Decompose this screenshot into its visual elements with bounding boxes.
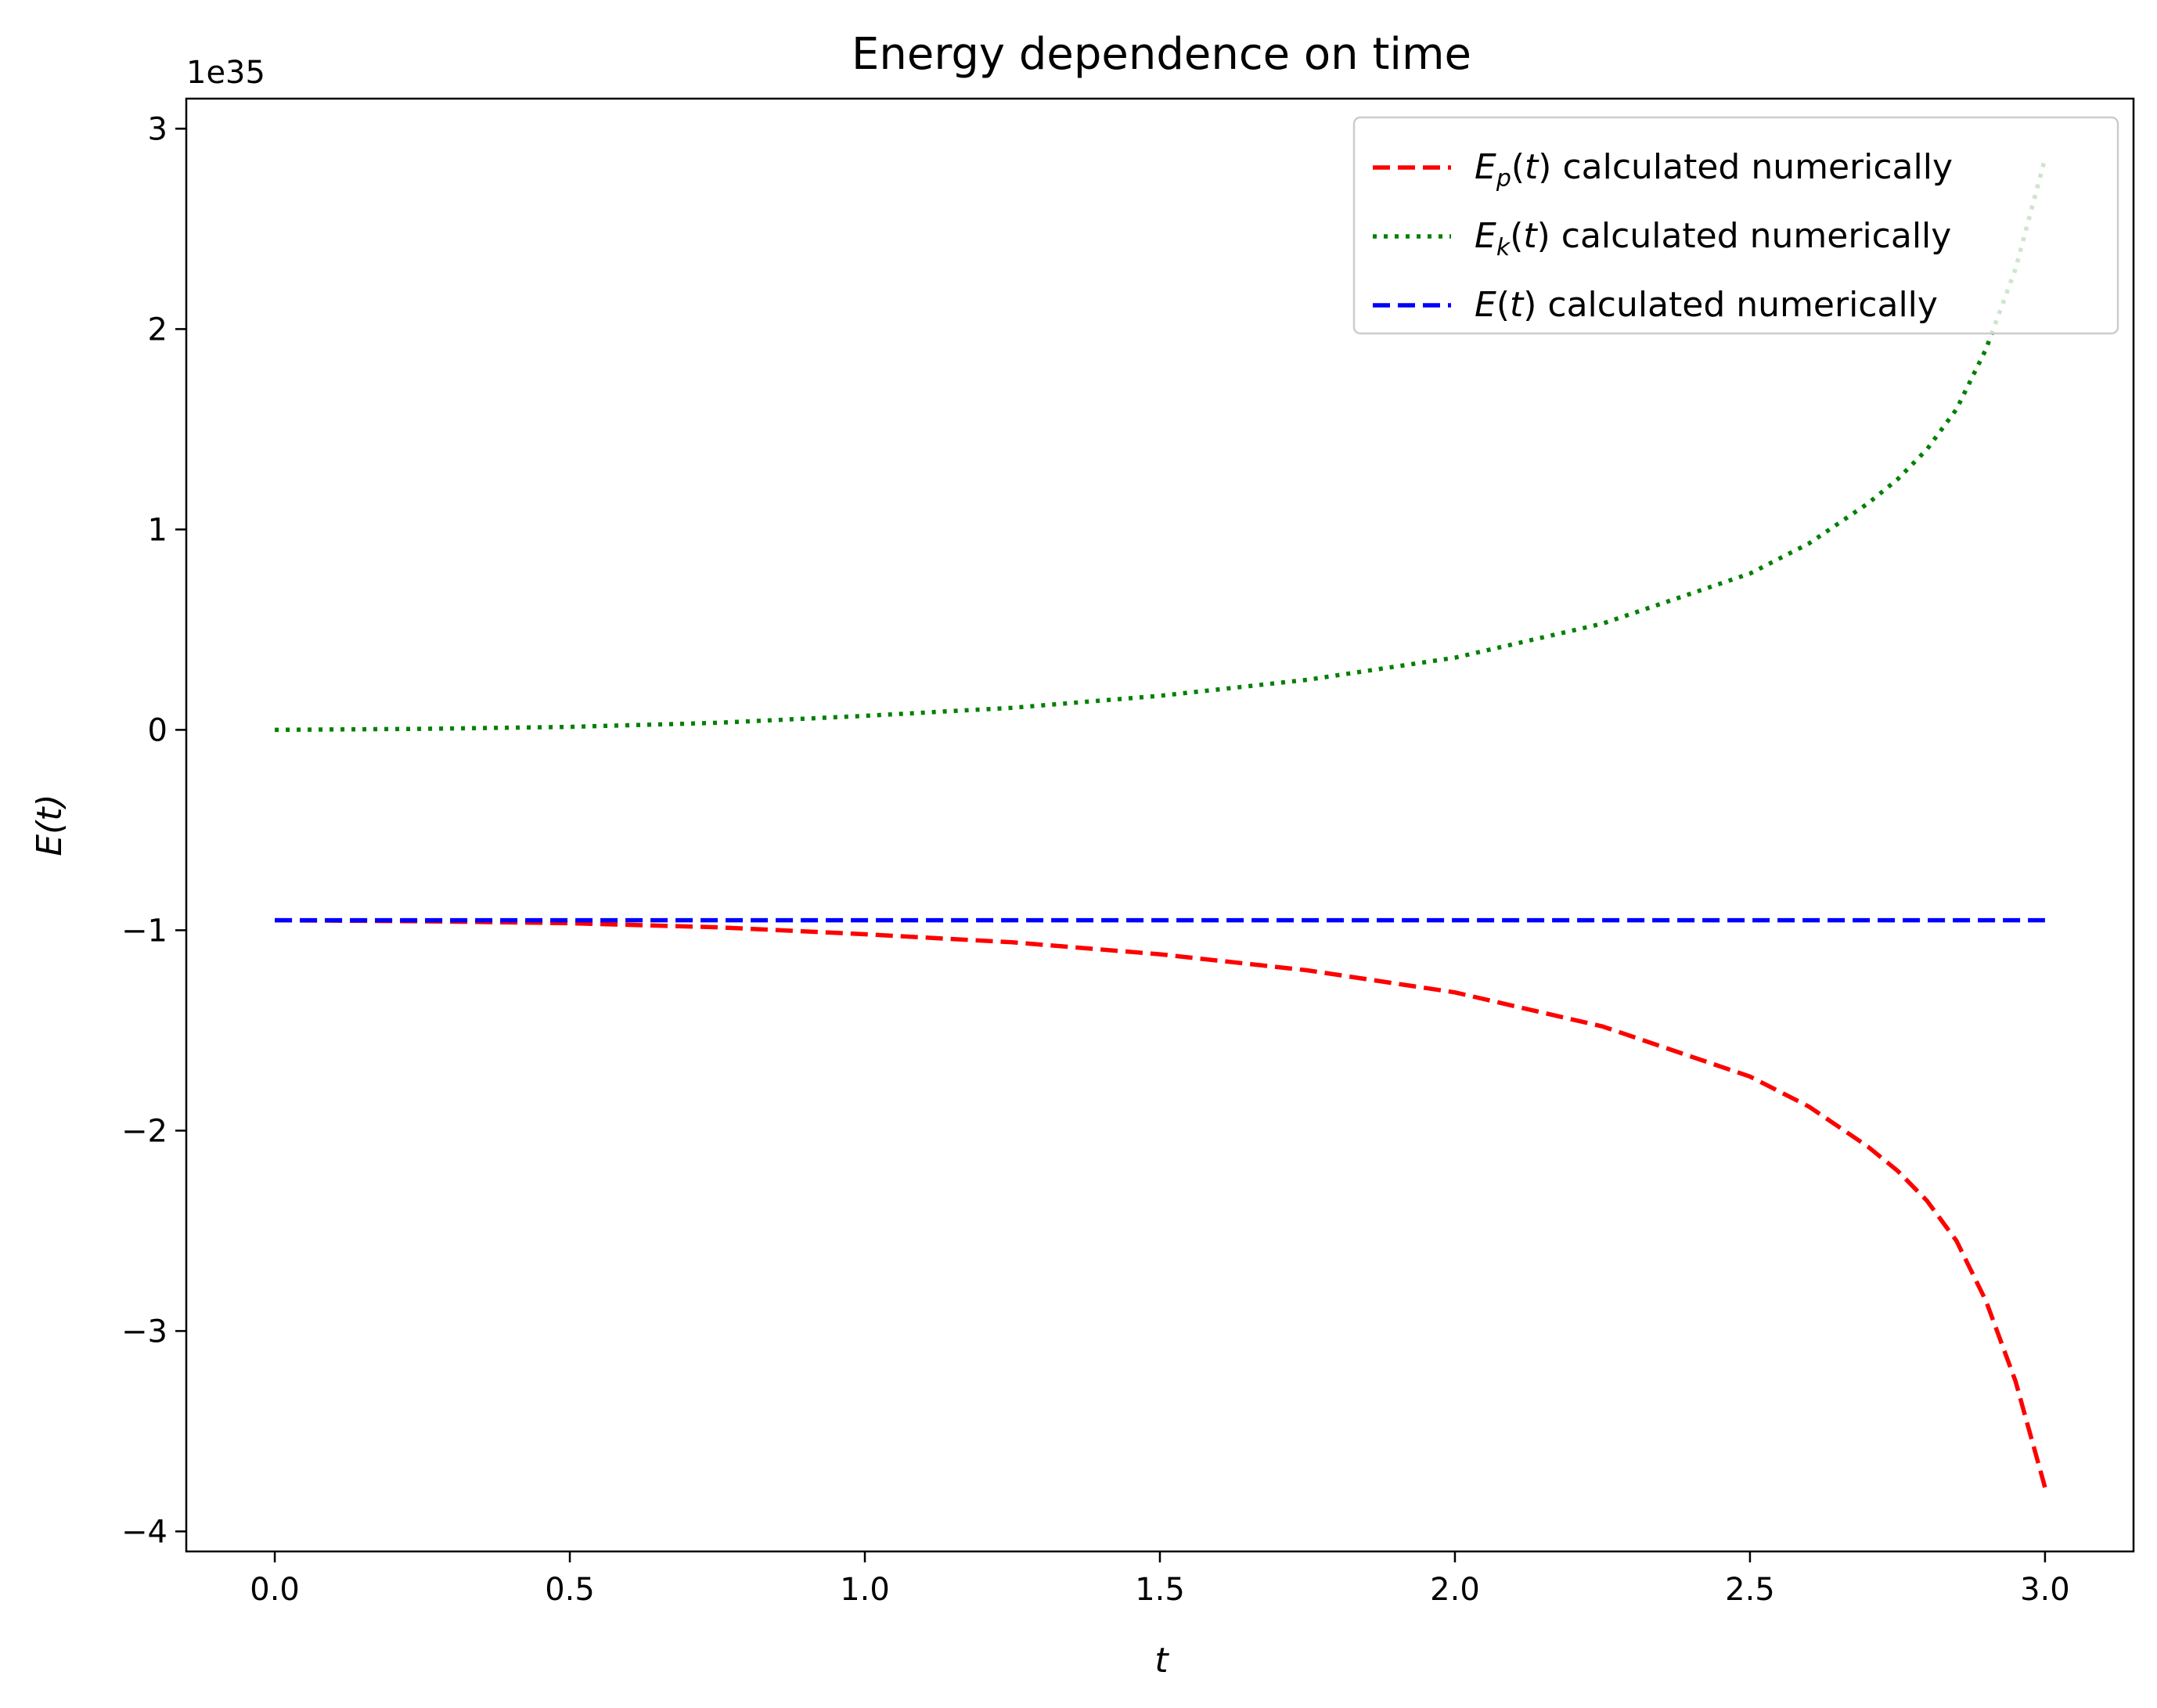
- x-tick-label: 1.0: [840, 1572, 890, 1608]
- y-tick-label: −1: [121, 913, 167, 949]
- y-tick-label: 2: [148, 312, 167, 348]
- y-tick-label: −2: [121, 1113, 167, 1149]
- legend-label-2: E(t) calculated numerically: [1475, 285, 1938, 325]
- x-tick-label: 2.0: [1430, 1572, 1480, 1608]
- x-tick-label: 2.5: [1725, 1572, 1775, 1608]
- x-tick-label: 0.0: [250, 1572, 300, 1608]
- y-tick-label: 3: [148, 111, 167, 147]
- chart-title: Energy dependence on time: [852, 29, 1471, 80]
- legend-label-1: Ek(t) calculated numerically: [1475, 216, 1951, 261]
- y-tick-label: 1: [148, 512, 167, 548]
- y-axis-label: E(t): [30, 794, 70, 856]
- y-tick-label: 0: [148, 712, 167, 748]
- legend: Ep(t) calculated numerically Ek(t) calcul…: [1352, 116, 2119, 335]
- legend-box: [1352, 116, 2119, 335]
- legend-label-0: Ep(t) calculated numerically: [1475, 147, 1953, 193]
- y-tick-label: −4: [121, 1514, 167, 1550]
- x-tick-label: 0.5: [545, 1572, 595, 1608]
- x-tick-label: 3.0: [2020, 1572, 2070, 1608]
- x-axis-label: t: [1154, 1641, 1169, 1681]
- x-axis-ticks: 0.0 0.5 1.0 1.5 2.0 2.5 3.0: [250, 1551, 2070, 1608]
- series-layer: [275, 158, 2047, 1488]
- x-tick-label: 1.5: [1135, 1572, 1185, 1608]
- series-line-0: [275, 917, 2047, 1488]
- y-offset-label: 1e35: [186, 55, 265, 91]
- y-axis-ticks: −4 −3 −2 −1 0 1 2 3: [121, 111, 186, 1550]
- y-tick-label: −3: [121, 1313, 167, 1349]
